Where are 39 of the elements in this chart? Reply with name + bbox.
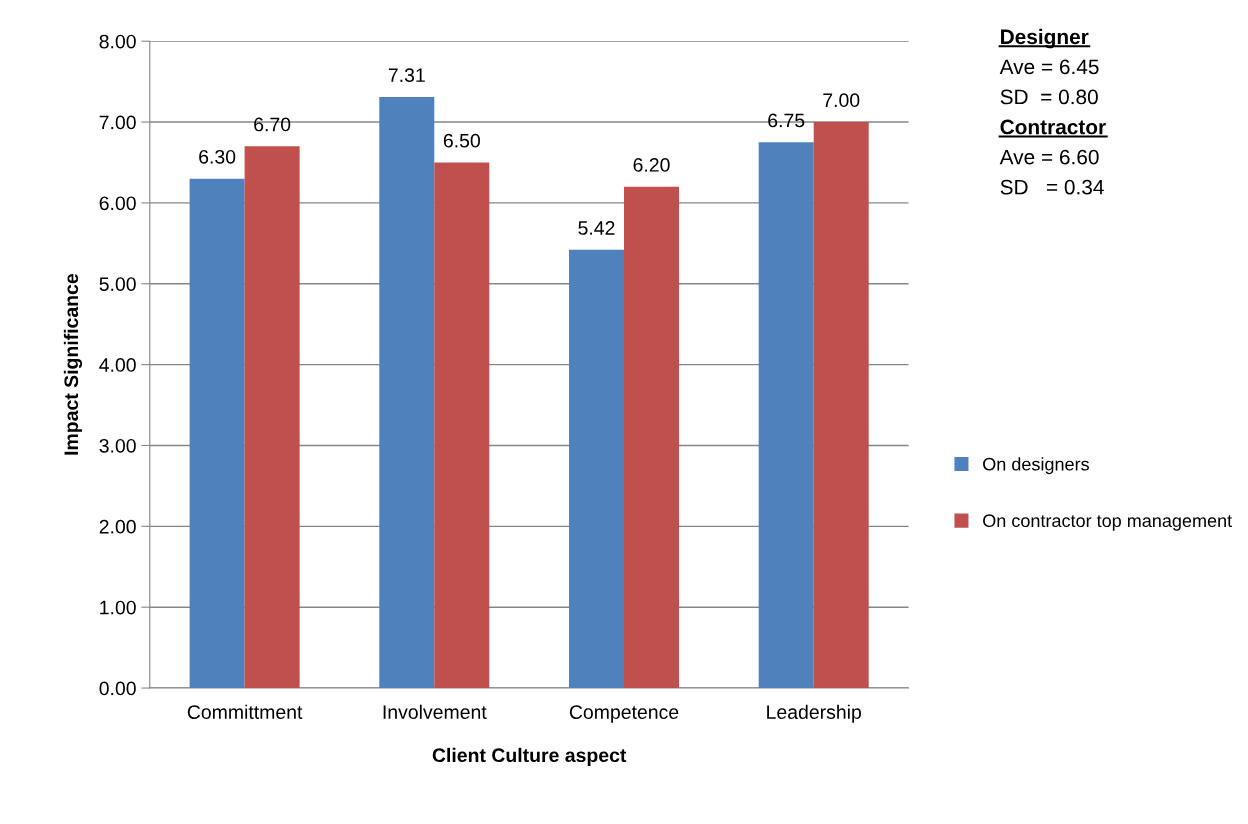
x-axis-title: Client Culture aspect: [432, 747, 627, 766]
y-tick-label: 4.00: [99, 358, 136, 372]
text: SD = 0.34: [1000, 179, 1104, 195]
text: Designer: [1001, 28, 1089, 49]
legend-label: On contractor top management: [983, 514, 1232, 531]
bar: [568, 249, 624, 689]
data-label: 6.75: [768, 113, 805, 128]
bar: [434, 162, 490, 689]
bar: [758, 142, 814, 689]
data-label: 7.00: [823, 93, 860, 108]
y-tick-label: 1.00: [100, 600, 136, 615]
data-label: 5.42: [578, 221, 615, 235]
bar: [244, 146, 300, 689]
data-label: 6.20: [633, 158, 670, 172]
y-tick-label: 7.00: [99, 115, 136, 130]
bar: [189, 178, 245, 689]
x-tick-label: Leadership: [767, 704, 861, 723]
data-label: 6.70: [254, 117, 291, 132]
y-axis-title: Impact Significance: [63, 273, 83, 455]
data-label: 6.50: [443, 133, 480, 148]
text: Ave = 6.45: [999, 59, 1099, 75]
x-tick-label: Competence: [569, 705, 679, 723]
bar: [813, 122, 869, 689]
text: SD = 0.80: [1000, 89, 1098, 105]
x-tick-label: Involvement: [383, 704, 487, 719]
legend-label: On designers: [983, 457, 1089, 475]
y-tick-label: 2.00: [99, 519, 136, 534]
text: Ave = 6.60: [999, 149, 1099, 165]
y-tick-label: 0.00: [99, 681, 136, 696]
data-label: 6.30: [199, 149, 236, 164]
text: Contractor: [1000, 119, 1106, 135]
bar: [624, 186, 680, 689]
y-tick-label: 8.00: [99, 34, 136, 49]
data-label: 7.31: [388, 68, 425, 83]
y-tick-label: 6.00: [99, 196, 136, 211]
y-tick-label: 5.00: [99, 277, 136, 291]
bar: [379, 96, 435, 689]
y-tick-label: 3.00: [99, 438, 136, 453]
x-tick-label: Committment: [187, 704, 303, 719]
